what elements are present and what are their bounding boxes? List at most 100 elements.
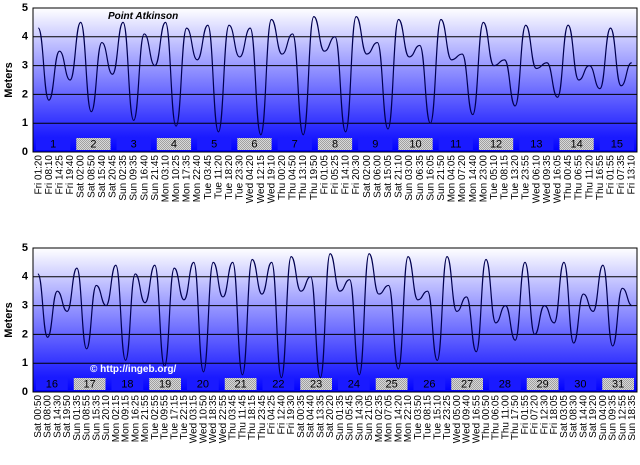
x-tick-label: Thu 23:45 bbox=[257, 395, 268, 440]
x-tick-label: Mon 22:40 bbox=[192, 155, 203, 203]
x-tick-label: Tue 18:20 bbox=[224, 155, 235, 200]
tide-curve bbox=[37, 253, 633, 379]
x-tick-label: Sun 20:10 bbox=[101, 395, 112, 441]
x-tick-label: Sat 02:00 bbox=[76, 155, 87, 198]
x-tick-label: Thu 16:55 bbox=[595, 155, 606, 200]
x-tick-label: Thu 04:50 bbox=[288, 155, 299, 200]
day-label: 17 bbox=[84, 378, 96, 390]
day-box bbox=[375, 378, 408, 390]
day-label: 21 bbox=[235, 378, 247, 390]
day-box bbox=[197, 138, 232, 150]
x-tick-label: Tue 03:50 bbox=[413, 395, 424, 440]
x-tick-label: Fri 01:55 bbox=[606, 155, 617, 195]
x-tick-label: Fri 14:25 bbox=[54, 155, 65, 195]
y-tick-label: 0 bbox=[22, 386, 28, 398]
day-box bbox=[398, 138, 433, 150]
x-tick-label: Sat 08:50 bbox=[86, 155, 97, 198]
day-box bbox=[599, 138, 634, 150]
x-tick-label: Sun 09:35 bbox=[129, 155, 140, 201]
x-tick-label: Sat 20:20 bbox=[325, 395, 336, 438]
x-tick-label: Wed 16:05 bbox=[553, 155, 564, 204]
x-tick-label: Sun 01:35 bbox=[335, 395, 346, 441]
x-tick-label: Thu 19:50 bbox=[309, 155, 320, 200]
day-box bbox=[76, 138, 111, 150]
day-label: 31 bbox=[612, 378, 624, 390]
x-tick-label: Sun 16:40 bbox=[139, 155, 150, 201]
x-tick-label: Mon 17:35 bbox=[182, 155, 193, 203]
day-box bbox=[489, 378, 521, 390]
day-label: 1 bbox=[50, 138, 56, 150]
x-tick-label: Sat 08:00 bbox=[43, 395, 54, 438]
x-tick-label: Mon 23:00 bbox=[478, 155, 489, 203]
x-tick-label: Sat 04:40 bbox=[306, 395, 317, 438]
x-tick-label: Fri 01:20 bbox=[33, 155, 44, 195]
x-tick-label: Fri 04:25 bbox=[267, 395, 278, 435]
day-label: 9 bbox=[372, 138, 378, 150]
x-tick-label: Wed 22:55 bbox=[218, 395, 229, 444]
day-box bbox=[262, 378, 295, 390]
x-tick-label: Tue 03:45 bbox=[203, 155, 214, 200]
x-tick-label: Thu 00:50 bbox=[481, 395, 492, 440]
day-label: 11 bbox=[450, 138, 461, 150]
x-tick-label: Sun 15:35 bbox=[91, 395, 102, 441]
x-tick-label: Thu 17:50 bbox=[510, 395, 521, 440]
x-tick-label: Mon 10:25 bbox=[171, 155, 182, 203]
x-tick-label: Tue 09:55 bbox=[160, 395, 171, 440]
y-tick-label: 1 bbox=[22, 357, 28, 369]
day-label: 14 bbox=[570, 138, 582, 150]
x-tick-label: Mon 16:25 bbox=[130, 395, 141, 443]
x-tick-label: Sat 14:30 bbox=[52, 395, 63, 438]
x-tick-label: Fri 13:10 bbox=[627, 155, 638, 195]
day-box bbox=[564, 378, 597, 390]
day-box bbox=[36, 378, 68, 390]
x-tick-label: Fri 20:30 bbox=[351, 155, 362, 195]
x-tick-label: Tue 17:15 bbox=[169, 395, 180, 440]
day-label: 26 bbox=[423, 378, 435, 390]
x-tick-label: Sun 01:35 bbox=[72, 395, 83, 441]
x-tick-label: Sun 09:35 bbox=[608, 395, 619, 441]
day-box bbox=[438, 138, 473, 150]
y-tick-label: 3 bbox=[22, 300, 28, 312]
day-box bbox=[526, 378, 559, 390]
x-tick-label: Wed 05:00 bbox=[452, 395, 463, 444]
x-tick-label: Sun 12:55 bbox=[617, 395, 628, 441]
x-tick-label: Tue 11:20 bbox=[213, 155, 224, 199]
day-box bbox=[277, 138, 312, 150]
x-tick-label: Fri 01:55 bbox=[520, 395, 531, 435]
x-tick-label: Fri 01:05 bbox=[319, 155, 330, 195]
y-tick-label: 0 bbox=[22, 146, 28, 158]
day-label: 19 bbox=[159, 378, 171, 390]
day-label: 22 bbox=[272, 378, 284, 390]
x-tick-label: Thu 06:05 bbox=[491, 395, 502, 440]
x-tick-label: Mon 21:55 bbox=[140, 395, 151, 443]
y-tick-label: 1 bbox=[22, 117, 28, 129]
day-label: 28 bbox=[499, 378, 511, 390]
x-tick-label: Mon 14:20 bbox=[393, 395, 404, 443]
x-tick-label: Sun 04:00 bbox=[598, 395, 609, 441]
day-label: 27 bbox=[461, 378, 473, 390]
x-tick-label: Sat 14:40 bbox=[578, 395, 589, 438]
x-tick-label: Tue 22:15 bbox=[179, 395, 190, 440]
x-tick-label: Fri 14:10 bbox=[341, 155, 352, 195]
day-box bbox=[149, 378, 181, 390]
x-tick-label: Wed 06:10 bbox=[531, 155, 542, 204]
day-box bbox=[156, 138, 192, 150]
day-label: 12 bbox=[490, 138, 502, 150]
day-label: 29 bbox=[537, 378, 549, 390]
day-label: 8 bbox=[332, 138, 338, 150]
x-tick-label: Mon 14:40 bbox=[468, 155, 479, 203]
x-tick-label: Tue 23:55 bbox=[521, 155, 532, 200]
x-tick-label: Sat 20:45 bbox=[107, 155, 118, 198]
x-tick-label: Sat 00:35 bbox=[296, 395, 307, 438]
day-label: 15 bbox=[611, 138, 623, 150]
x-tick-label: Sun 21:45 bbox=[150, 155, 161, 201]
x-tick-label: Tue 23:25 bbox=[442, 395, 453, 440]
y-tick-label: 4 bbox=[22, 31, 29, 43]
x-tick-label: Mon 09:15 bbox=[121, 395, 132, 443]
x-tick-label: Wed 04:20 bbox=[245, 155, 256, 204]
x-tick-label: Thu 11:00 bbox=[500, 395, 511, 440]
x-tick-label: Wed 12:15 bbox=[256, 155, 267, 204]
x-tick-label: Sun 08:55 bbox=[82, 395, 93, 441]
day-box bbox=[358, 138, 393, 150]
